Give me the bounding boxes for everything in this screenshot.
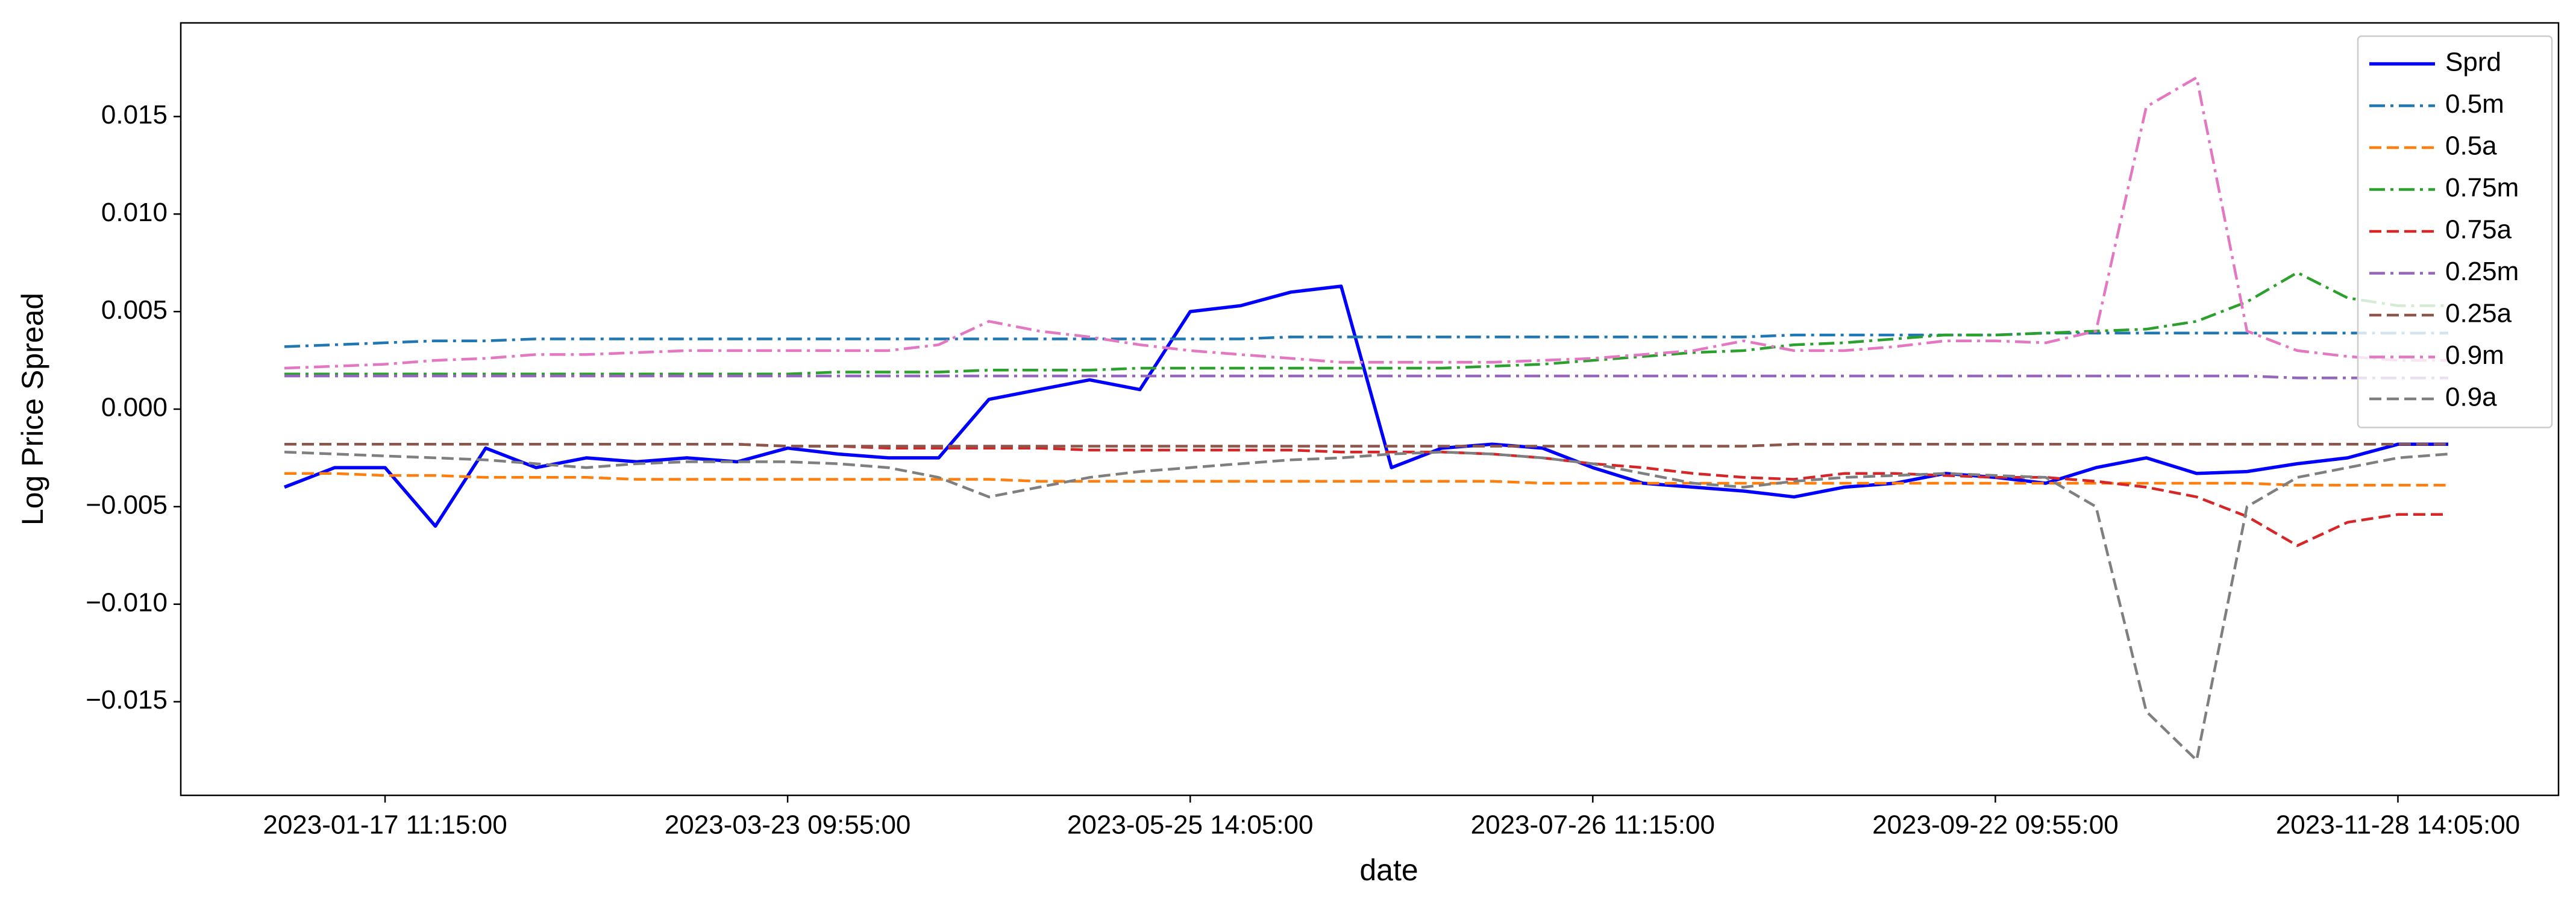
legend-label: 0.5a [2445, 131, 2497, 161]
y-tick-label: 0.005 [101, 295, 168, 325]
y-tick-label: 0.000 [101, 393, 168, 422]
y-axis-label: Log Price Spread [16, 293, 49, 525]
series-line [284, 450, 2449, 762]
series-line [284, 76, 2448, 370]
legend-label: 0.9a [2445, 383, 2497, 412]
y-tick-label: −0.010 [86, 587, 168, 617]
legend-label: 0.25m [2445, 257, 2519, 286]
y-tick-label: 0.015 [101, 100, 168, 130]
x-axis-label: date [1359, 853, 1418, 887]
plot-frame [180, 22, 2560, 797]
x-tick-label: 2023-07-26 11:15:00 [1471, 810, 1715, 840]
series-line [284, 443, 2448, 448]
legend-label: 0.5m [2445, 89, 2504, 119]
legend-label: Sprd [2445, 48, 2501, 77]
series-line [284, 472, 2448, 487]
x-tick-label: 2023-03-23 09:55:00 [665, 810, 911, 840]
legend-label: 0.9m [2445, 340, 2504, 370]
series-line [284, 284, 2448, 528]
x-tick-label: 2023-09-22 09:55:00 [1872, 810, 2119, 840]
y-tick-label: 0.010 [101, 198, 168, 227]
legend-label: 0.25a [2445, 299, 2512, 328]
y-tick-label: −0.005 [86, 490, 168, 519]
series-line [284, 374, 2448, 380]
x-tick-label: 2023-05-25 14:05:00 [1067, 810, 1314, 840]
x-tick-label: 2023-11-28 14:05:00 [2276, 810, 2520, 840]
legend-label: 0.75a [2445, 215, 2512, 245]
legend-box [2357, 35, 2553, 428]
y-tick-label: −0.015 [86, 685, 168, 715]
x-tick-label: 2023-01-17 11:15:00 [263, 810, 507, 840]
series-line [284, 271, 2448, 375]
legend-label: 0.75m [2445, 173, 2519, 202]
